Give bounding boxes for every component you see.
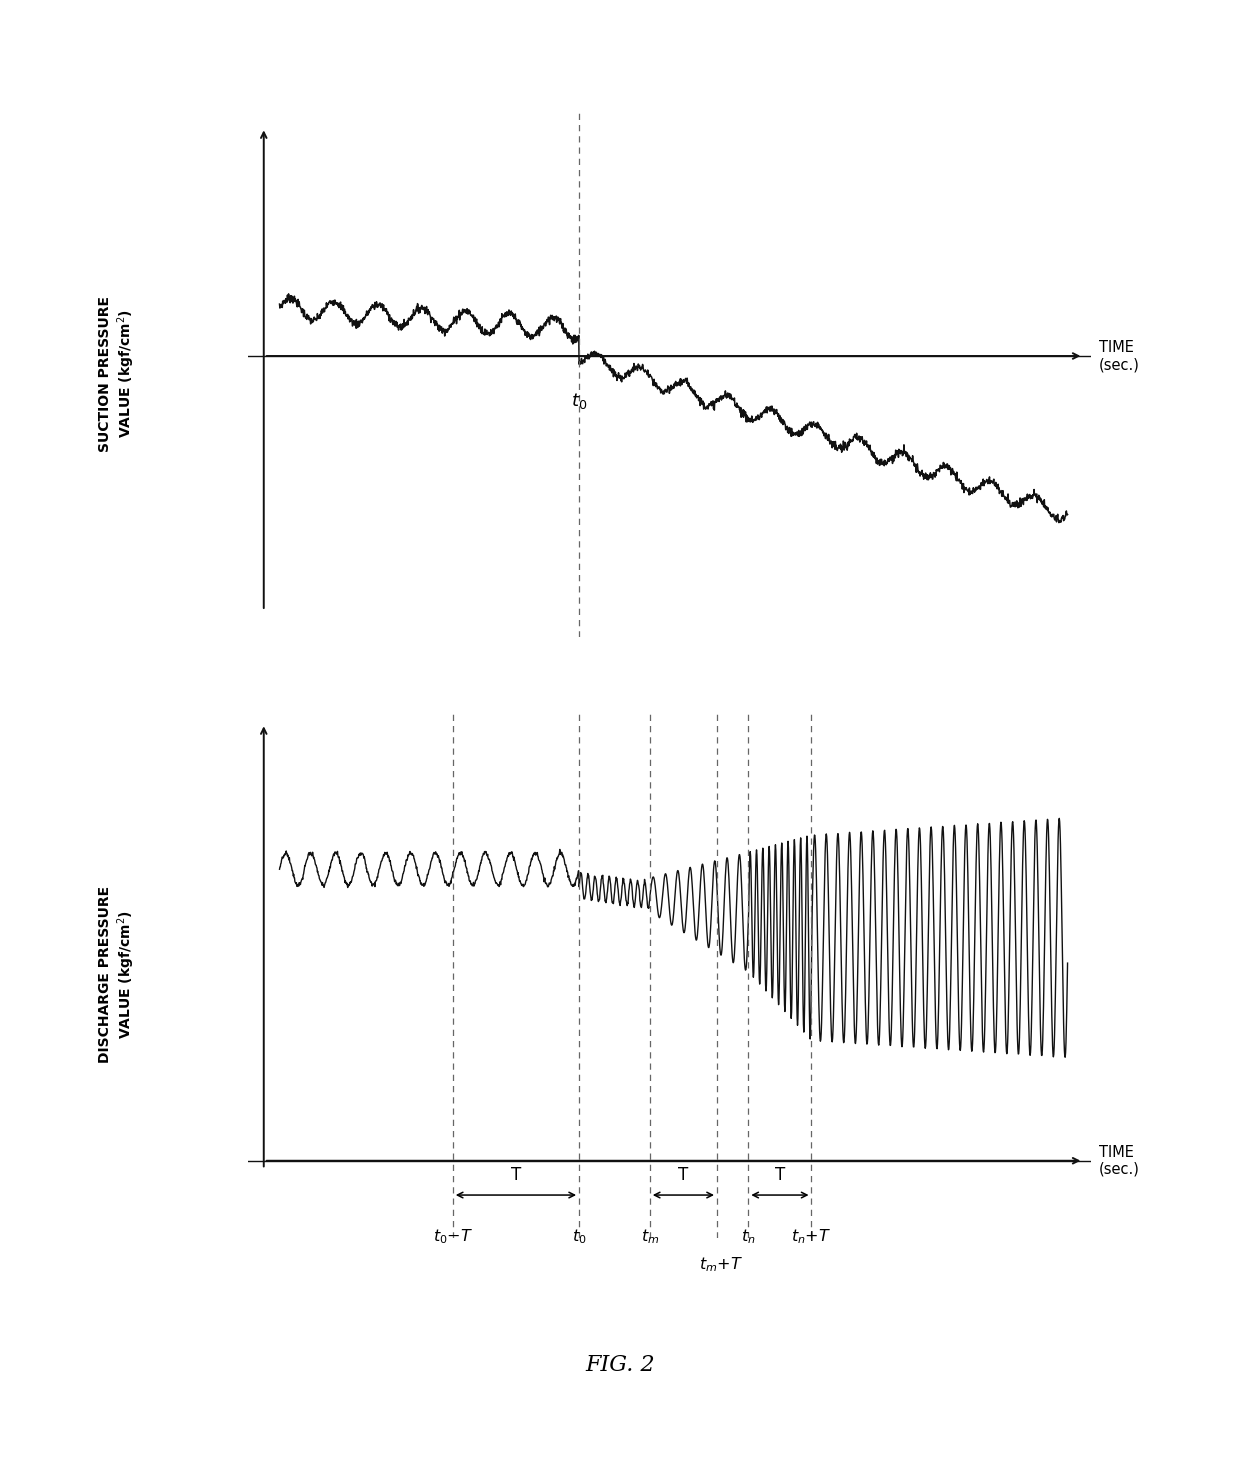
- Text: DISCHARGE PRESSURE
VALUE (kgf/cm$^2$): DISCHARGE PRESSURE VALUE (kgf/cm$^2$): [98, 886, 136, 1062]
- Text: $t_0$: $t_0$: [572, 1228, 587, 1245]
- Text: T: T: [678, 1166, 688, 1184]
- Text: FIG. 2: FIG. 2: [585, 1354, 655, 1377]
- Text: $t_0$$-$$T$: $t_0$$-$$T$: [433, 1228, 472, 1245]
- Text: SUCTION PRESSURE
VALUE (kgf/cm$^2$): SUCTION PRESSURE VALUE (kgf/cm$^2$): [98, 296, 136, 451]
- Text: T: T: [511, 1166, 521, 1184]
- Text: $t_m$: $t_m$: [641, 1228, 660, 1245]
- Text: $t_n$$+$$T$: $t_n$$+$$T$: [791, 1228, 832, 1245]
- Text: T: T: [775, 1166, 785, 1184]
- Text: TIME
(sec.): TIME (sec.): [1099, 340, 1140, 372]
- Text: $t_n$: $t_n$: [742, 1228, 755, 1245]
- Text: $t_m$$+$$T$: $t_m$$+$$T$: [699, 1256, 743, 1273]
- Text: TIME
(sec.): TIME (sec.): [1099, 1144, 1140, 1176]
- Text: $t_0$: $t_0$: [570, 391, 587, 412]
